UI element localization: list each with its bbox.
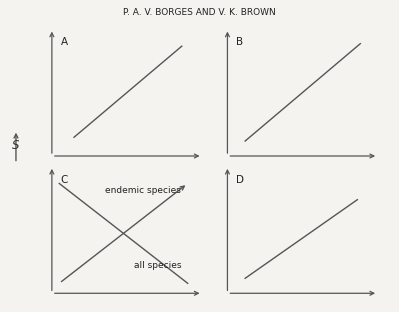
Text: endemic species: endemic species <box>105 187 181 195</box>
Text: B: B <box>236 37 243 47</box>
Text: A: A <box>61 37 68 47</box>
Text: D: D <box>236 175 244 185</box>
Text: Altitude range: Altitude range <box>269 183 334 193</box>
Text: C: C <box>61 175 68 185</box>
Text: all species: all species <box>134 261 182 270</box>
Text: P. A. V. BORGES AND V. K. BROWN: P. A. V. BORGES AND V. K. BROWN <box>123 8 276 17</box>
Text: S: S <box>12 139 20 152</box>
Text: Area: Area <box>115 183 136 193</box>
